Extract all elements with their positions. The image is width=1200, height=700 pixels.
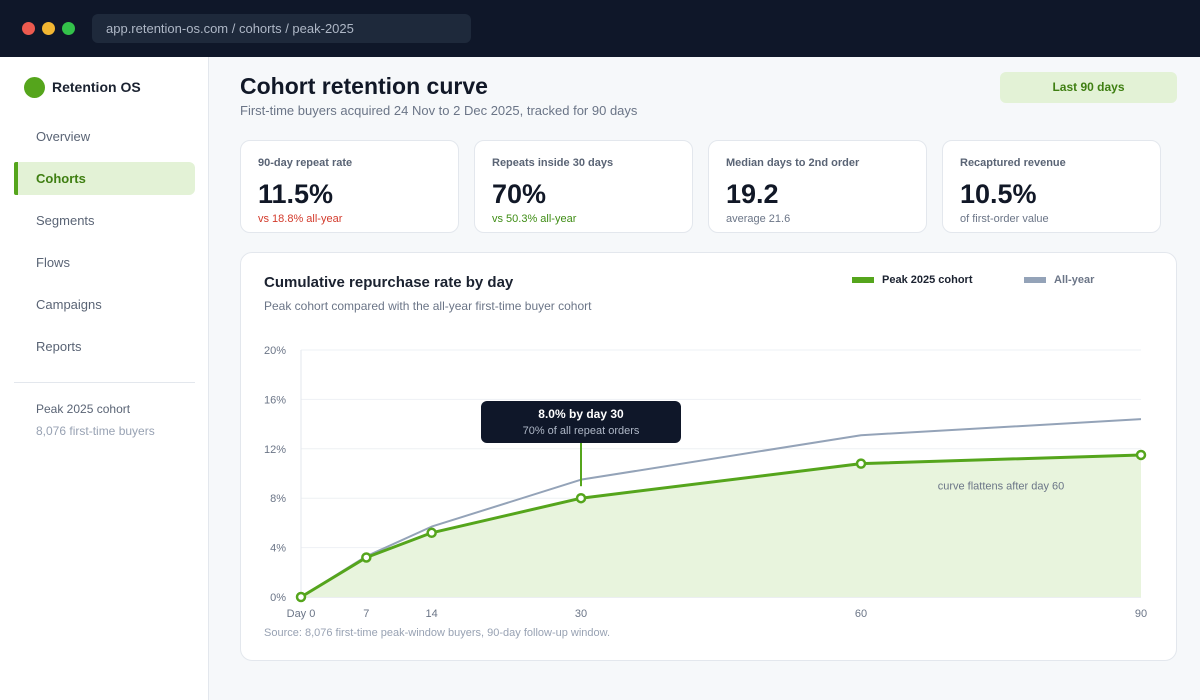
- sidebar-divider: [14, 382, 195, 383]
- x-tick-label: 7: [363, 608, 369, 620]
- x-tick-label: 30: [575, 608, 587, 620]
- kpi-label: 90-day repeat rate: [258, 157, 353, 169]
- data-point-peak: [361, 552, 372, 563]
- y-tick-label: 0%: [270, 592, 286, 604]
- window-minimize-button[interactable]: [42, 22, 55, 35]
- sidebar-cohort-subtitle: 8,076 first-time buyers: [36, 424, 155, 438]
- tooltip-subtitle: 70% of all repeat orders: [523, 425, 640, 437]
- window-close-button[interactable]: [22, 22, 35, 35]
- chart-title: Cumulative repurchase rate by day: [264, 274, 514, 291]
- legend-label-all-year: All-year: [1054, 274, 1095, 286]
- chart-annotation: curve flattens after day 60: [938, 481, 1065, 493]
- address-bar[interactable]: app.retention-os.com / cohorts / peak-20…: [92, 14, 471, 43]
- data-point-peak: [295, 591, 307, 603]
- brand: Retention OS: [24, 76, 141, 98]
- x-tick-label: 60: [855, 608, 867, 620]
- sidebar-item-segments[interactable]: Segments: [36, 213, 95, 228]
- kpi-label: Recaptured revenue: [960, 157, 1066, 169]
- chart-subtitle: Peak cohort compared with the all-year f…: [264, 299, 592, 313]
- data-point-peak: [575, 492, 587, 504]
- y-tick-label: 12%: [264, 444, 286, 456]
- tooltip-box: [481, 401, 681, 443]
- kpi-card-recaptured-revenue: Recaptured revenue 10.5% of first-order …: [942, 140, 1161, 233]
- kpi-note: vs 18.8% all-year: [258, 213, 343, 225]
- x-tick-label: 14: [426, 608, 438, 620]
- series-line-peak: [300, 453, 1142, 599]
- x-tick-label: 90: [1135, 608, 1147, 620]
- legend-item-peak[interactable]: Peak 2025 cohort: [852, 274, 973, 286]
- kpi-note: average 21.6: [726, 213, 791, 225]
- kpi-note: of first-order value: [960, 213, 1049, 225]
- browser-chrome: app.retention-os.com / cohorts / peak-20…: [0, 0, 1200, 57]
- kpi-value: 19.2: [726, 179, 779, 209]
- kpi-label: Median days to 2nd order: [726, 157, 860, 169]
- sidebar-item-campaigns[interactable]: Campaigns: [36, 297, 102, 312]
- data-point-peak: [855, 458, 867, 469]
- legend-swatch-all-year: [1024, 277, 1046, 283]
- sidebar: Retention OS Overview Cohorts Segments F…: [0, 57, 209, 700]
- kpi-value: 10.5%: [960, 179, 1037, 209]
- chart-source: Source: 8,076 first-time peak-window buy…: [264, 627, 611, 639]
- series-area-peak: [301, 454, 1141, 597]
- tooltip-title: 8.0% by day 30: [538, 407, 624, 421]
- legend-label-peak: Peak 2025 cohort: [882, 274, 973, 286]
- x-tick-label: Day 0: [287, 608, 316, 620]
- sidebar-item-flows[interactable]: Flows: [36, 255, 70, 270]
- legend-item-all-year[interactable]: All-year: [1024, 274, 1094, 286]
- brand-name: Retention OS: [52, 79, 141, 95]
- sidebar-item-cohorts[interactable]: Cohorts: [14, 162, 195, 195]
- page-subtitle: First-time buyers acquired 24 Nov to 2 D…: [240, 103, 638, 118]
- kpi-label: Repeats inside 30 days: [492, 157, 614, 169]
- kpi-note: vs 50.3% all-year: [492, 213, 577, 225]
- kpi-value: 70%: [492, 179, 547, 209]
- sidebar-item-overview[interactable]: Overview: [36, 129, 91, 144]
- y-tick-label: 20%: [264, 345, 286, 357]
- kpi-card-repeats-30-days: Repeats inside 30 days 70% vs 50.3% all-…: [474, 140, 693, 233]
- y-tick-label: 4%: [270, 543, 286, 555]
- y-tick-label: 8%: [270, 493, 286, 505]
- page-title: Cohort retention curve: [240, 73, 488, 99]
- legend-swatch-peak: [852, 277, 874, 283]
- brand-logo-icon: [24, 76, 45, 98]
- window-maximize-button[interactable]: [62, 22, 75, 35]
- kpi-card-median-days: Median days to 2nd order 19.2 average 21…: [708, 140, 927, 233]
- chart-card: Cumulative repurchase rate by day Peak c…: [240, 252, 1177, 661]
- date-range-button[interactable]: Last 90 days: [1000, 72, 1177, 103]
- y-tick-label: 16%: [264, 394, 286, 406]
- data-point-peak: [426, 527, 437, 539]
- sidebar-cohort-title: Peak 2025 cohort: [36, 402, 131, 416]
- chart-plot: 0% 4% 8% 12% 16% 20% Day 0 7 14 30 60 90 8.0% by day…: [264, 345, 1147, 620]
- data-point-peak: [1135, 449, 1147, 461]
- kpi-value: 11.5%: [258, 179, 334, 209]
- kpi-card-repeat-rate: 90-day repeat rate 11.5% vs 18.8% all-ye…: [240, 140, 459, 233]
- sidebar-item-reports[interactable]: Reports: [36, 339, 82, 354]
